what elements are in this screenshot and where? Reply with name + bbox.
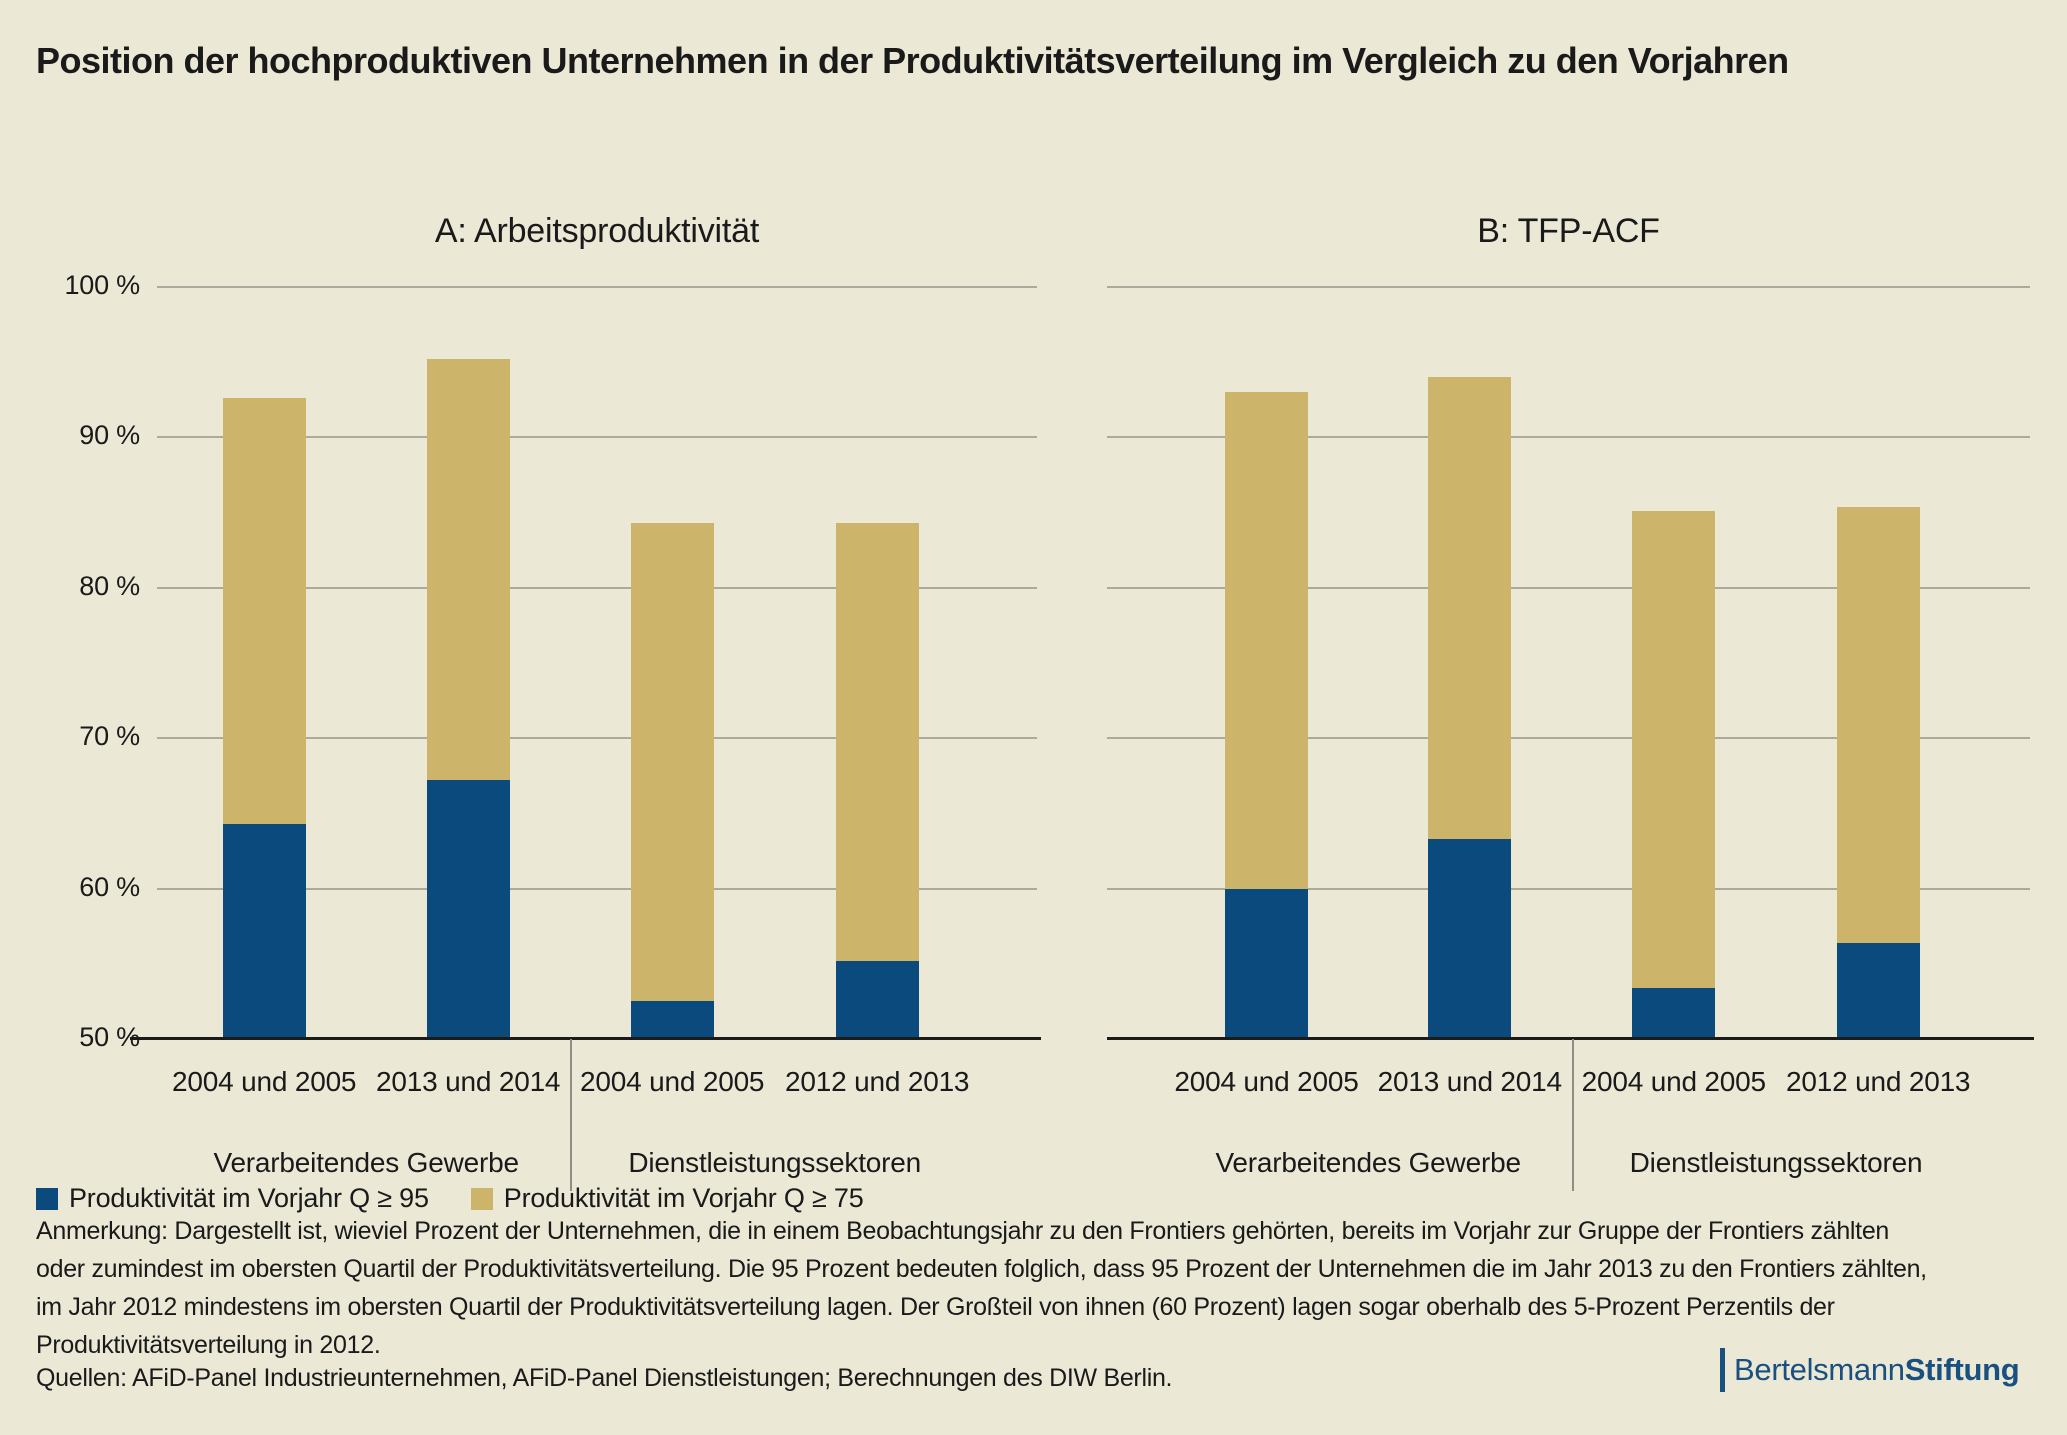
gridline-80: [1107, 586, 2030, 589]
y-tick-label-80: 80 %: [79, 570, 140, 601]
note-line: Produktivitätsverteilung in 2012.: [36, 1331, 381, 1359]
y-tick-label-90: 90 %: [79, 420, 140, 451]
x-axis-line: [130, 1037, 1041, 1040]
panel-title-a: A: Arbeitsproduktivität: [434, 212, 760, 250]
gridline-90: [1107, 436, 2030, 439]
bar-segment-q95-b4: [1836, 942, 1920, 1039]
bar-segment-q95-a4: [835, 960, 919, 1039]
x-tick-label: 2004 und 2005: [1581, 1066, 1766, 1097]
group-divider: [570, 1039, 572, 1191]
legend: Produktivität im Vorjahr Q ≥ 95 Produkti…: [36, 1183, 864, 1214]
notes-block: Anmerkung: Dargestellt ist, wieviel Proz…: [36, 1212, 1927, 1364]
group-label: Verarbeitendes Gewerbe: [1215, 1147, 1521, 1178]
legend-swatch-q95: [36, 1187, 58, 1210]
panel-title-b: B: TFP-ACF: [1477, 212, 1660, 250]
gridline-70: [1107, 737, 2030, 740]
x-tick-label: 2004 und 2005: [172, 1066, 357, 1097]
x-axis-line: [1107, 1037, 2034, 1040]
bar-segment-q95-a1: [222, 823, 306, 1039]
group-label: Dienstleistungssektoren: [628, 1147, 922, 1178]
chart-title: Position der hochproduktiven Unternehmen…: [36, 40, 1789, 81]
legend-item-q75: Produktivität im Vorjahr Q ≥ 75: [470, 1183, 864, 1214]
x-tick-label: 2004 und 2005: [1174, 1066, 1359, 1097]
x-tick-label: 2012 und 2013: [1786, 1066, 1971, 1097]
legend-item-q95: Produktivität im Vorjahr Q ≥ 95: [36, 1183, 429, 1214]
legend-label-q95: Produktivität im Vorjahr Q ≥ 95: [69, 1183, 429, 1213]
sources-line: Quellen: AFiD-Panel Industrieunternehmen…: [36, 1364, 1173, 1392]
y-tick-label-100: 100 %: [64, 270, 140, 300]
bar-segment-q75-a1: [222, 398, 306, 824]
brand-name-bold: Stiftung: [1904, 1352, 2020, 1387]
bar-segment-q95-b3: [1632, 987, 1716, 1039]
x-tick-label: 2012 und 2013: [785, 1066, 970, 1097]
legend-swatch-q75: [470, 1187, 493, 1210]
x-tick-label: 2013 und 2014: [376, 1066, 561, 1097]
bar-segment-q75-b4: [1836, 506, 1920, 943]
note-line: im Jahr 2012 mindestens im obersten Quar…: [36, 1293, 1835, 1321]
y-tick-label-70: 70 %: [79, 721, 140, 752]
gridline-70: [157, 737, 1037, 740]
gridline-90: [157, 436, 1037, 439]
brand-logo: BertelsmannStiftung: [1720, 1348, 2020, 1392]
plot-area-a: [130, 286, 1041, 1040]
bar-segment-q75-a4: [835, 523, 919, 961]
bar-segment-q95-b2: [1428, 838, 1512, 1039]
y-tick-label-50: 50 %: [79, 1022, 140, 1052]
brand-name-regular: Bertelsmann: [1734, 1352, 1905, 1387]
gridline-100: [1107, 286, 2030, 288]
gridline-100: [157, 286, 1037, 288]
legend-label-q75: Produktivität im Vorjahr Q ≥ 75: [503, 1183, 864, 1213]
group-label: Verarbeitendes Gewerbe: [213, 1147, 520, 1178]
bar-segment-q95-a3: [630, 1001, 714, 1039]
bar-segment-q75-b2: [1428, 377, 1512, 839]
plot-area-b: [1107, 286, 2034, 1040]
brand-name: BertelsmannStiftung: [1734, 1352, 2020, 1388]
gridline-80: [157, 586, 1037, 589]
x-tick-label: 2004 und 2005: [580, 1066, 765, 1097]
note-line: oder zumindest im obersten Quartil der P…: [36, 1255, 1927, 1283]
group-divider: [1571, 1039, 1574, 1191]
x-tick-label: 2013 und 2014: [1377, 1066, 1562, 1097]
bar-segment-q75-a2: [426, 359, 510, 781]
bar-segment-q75-a3: [630, 523, 714, 1002]
bar-segment-q95-a2: [426, 780, 510, 1039]
gridline-60: [1107, 887, 2030, 890]
group-label: Dienstleistungssektoren: [1629, 1147, 1923, 1178]
bar-segment-q75-b3: [1632, 511, 1716, 988]
bar-segment-q75-b1: [1225, 392, 1308, 889]
gridline-60: [157, 887, 1037, 890]
brand-bar-icon: [1720, 1348, 1725, 1392]
bar-segment-q95-b1: [1225, 888, 1308, 1039]
note-line: Anmerkung: Dargestellt ist, wieviel Proz…: [36, 1217, 1890, 1245]
y-tick-label-60: 60 %: [79, 871, 140, 902]
